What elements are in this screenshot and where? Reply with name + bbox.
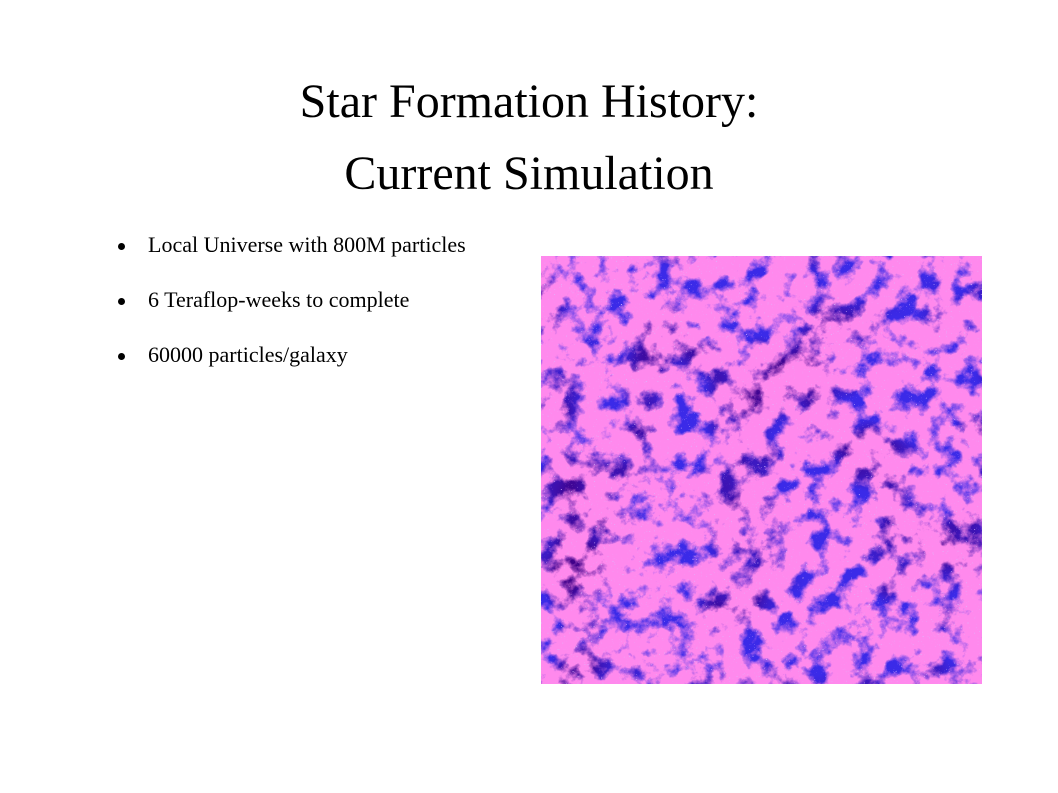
bullet: Local Universe with 800M particles (118, 228, 513, 262)
title-line: Star Formation History: (299, 75, 759, 128)
simulation-image (541, 256, 982, 684)
bullet: 6 Teraflop-weeks to complete (118, 283, 513, 317)
slide-title: Star Formation History: Current Simulati… (0, 66, 1058, 210)
bullet-list: Local Universe with 800M particles 6 Ter… (118, 228, 513, 393)
bullet: 60000 particles/galaxy (118, 338, 513, 372)
title-line: Current Simulation (344, 147, 714, 200)
image-grain (541, 256, 982, 684)
